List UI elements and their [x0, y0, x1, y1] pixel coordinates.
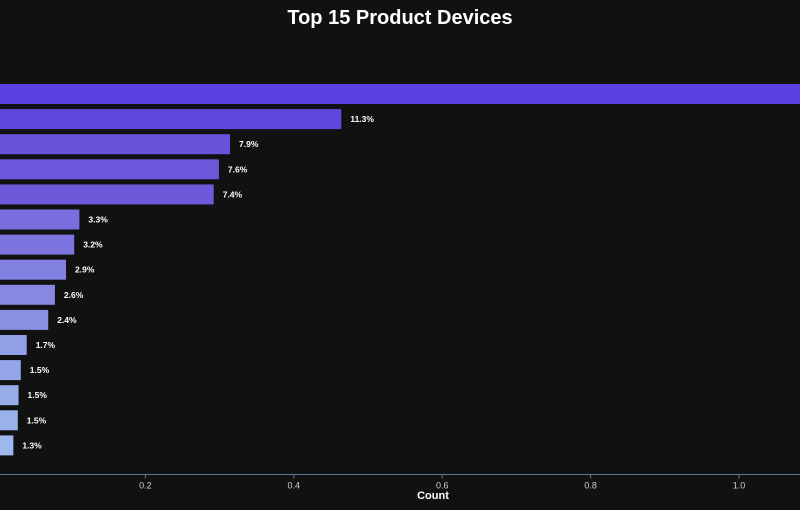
- data-label-10: 2.4%: [57, 315, 77, 325]
- data-label-8: 2.9%: [75, 265, 95, 275]
- x-tick-label-4: 0.8: [584, 481, 597, 491]
- bar-9: [0, 284, 55, 305]
- bar-1: [0, 84, 800, 104]
- data-label-6: 3.3%: [88, 215, 108, 225]
- data-label-14: 1.5%: [27, 415, 47, 425]
- data-label-9: 2.6%: [64, 290, 84, 300]
- data-label-4: 7.6%: [228, 164, 248, 174]
- data-label-13: 1.5%: [28, 390, 48, 400]
- chart-title: Top 15 Product Devices: [287, 7, 512, 29]
- data-label-7: 3.2%: [83, 240, 103, 250]
- bar-13: [0, 385, 19, 406]
- data-label-5: 7.4%: [223, 189, 243, 199]
- data-labels-group: 11.3% 7.9% 7.6% 7.4% 3.3% 3.2% 2.9% 2.6% 2.4% 1.7…: [22, 114, 374, 450]
- bar-11: [0, 335, 27, 355]
- bar-12: [0, 360, 21, 381]
- x-axis-label: Count: [417, 490, 449, 502]
- bar-2: [0, 109, 342, 130]
- x-tick-label-1: 0.2: [139, 481, 152, 491]
- data-label-15: 1.3%: [22, 440, 42, 450]
- x-tick-label-3: 0.6: [436, 481, 449, 491]
- bar-6: [0, 209, 80, 230]
- bar-15: [0, 435, 14, 456]
- bars-group: [0, 84, 800, 456]
- bar-10: [0, 309, 49, 330]
- data-label-3: 7.9%: [239, 139, 259, 149]
- data-label-11: 1.7%: [36, 340, 56, 350]
- bar-8: [0, 259, 67, 280]
- bar-14: [0, 410, 18, 431]
- bar-5: [0, 184, 214, 205]
- data-label-12: 1.5%: [30, 365, 50, 375]
- bar-4: [0, 159, 219, 180]
- x-tick-label-2: 0.4: [288, 481, 301, 491]
- bar-3: [0, 134, 231, 155]
- x-ticks-group: 0.2 0.4 0.6 0.8 1.0: [139, 474, 746, 491]
- x-tick-label-5: 1.0: [733, 481, 746, 491]
- bar-7: [0, 234, 75, 255]
- data-label-2: 11.3%: [350, 114, 374, 124]
